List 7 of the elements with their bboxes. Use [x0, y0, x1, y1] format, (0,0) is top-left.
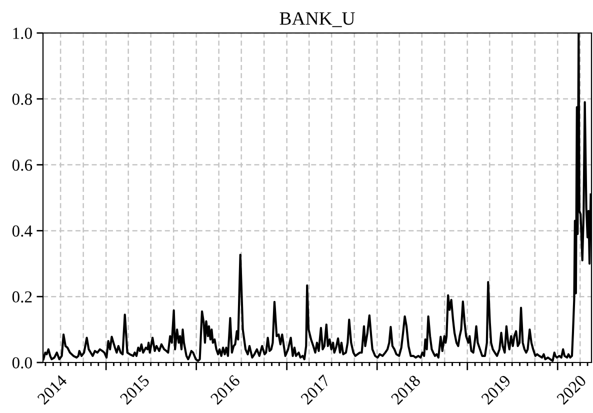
y-tick-label: 1.0 [13, 28, 32, 40]
y-tick-label: 0.6 [12, 160, 32, 171]
y-tick-label: 0.4 [12, 225, 32, 237]
y-tick-label: 0.8 [12, 94, 32, 105]
chart-title: BANK_U [280, 12, 355, 28]
y-tick-label: 0.0 [12, 357, 32, 369]
y-tick-label: 0.2 [12, 291, 32, 303]
